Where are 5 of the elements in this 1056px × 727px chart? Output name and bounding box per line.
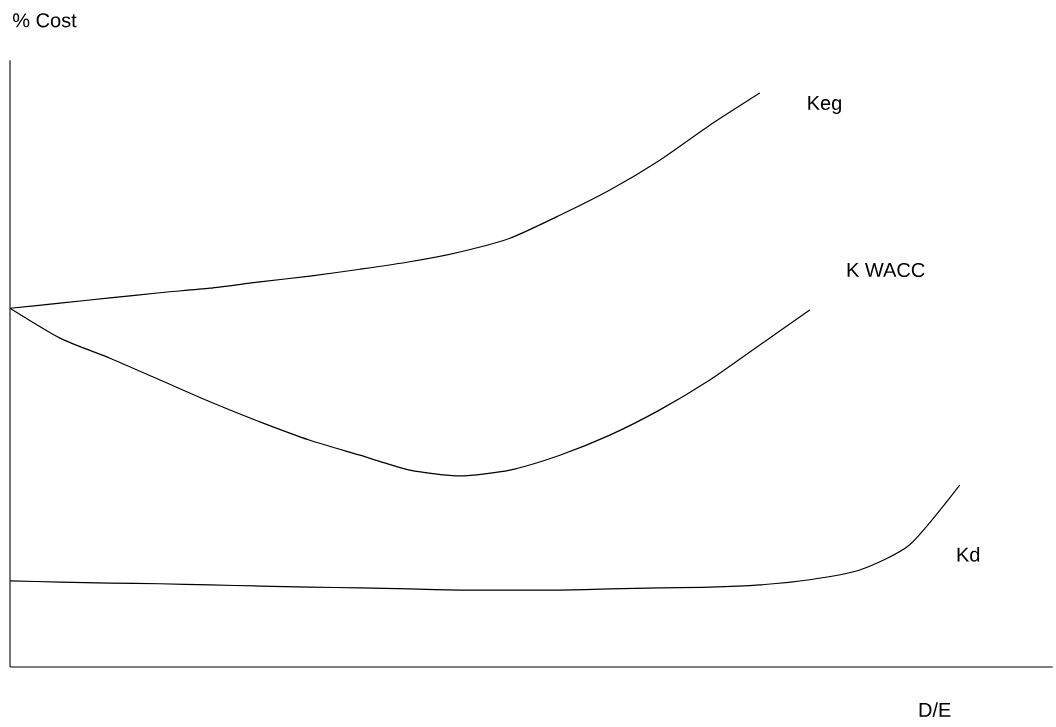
y-axis-title: % Cost bbox=[12, 13, 77, 28]
text: K WACC bbox=[847, 262, 925, 278]
series-label: Kd bbox=[957, 547, 980, 562]
x-axis-title: D/E bbox=[919, 702, 951, 717]
text: Keg bbox=[808, 96, 841, 114]
